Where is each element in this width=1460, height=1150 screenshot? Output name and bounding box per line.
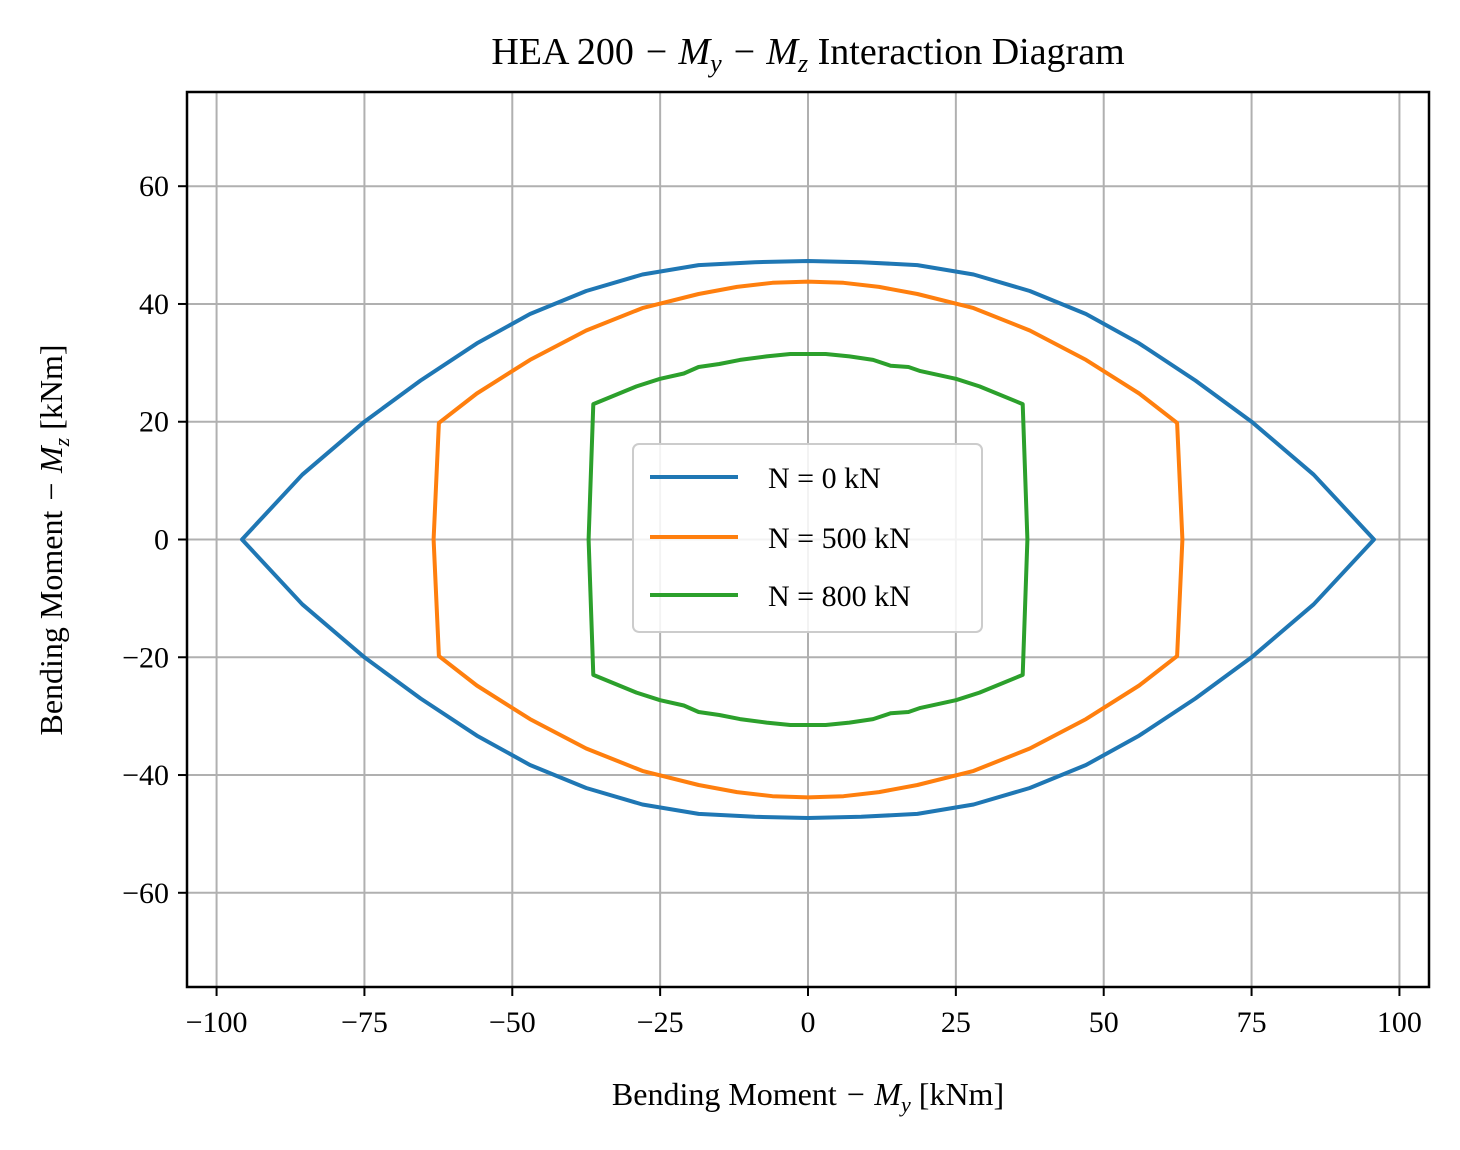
- title-prefix: HEA 200: [491, 31, 643, 73]
- y-axis-label: Bending Moment − Mz [kNm]: [33, 345, 74, 736]
- legend-box: [632, 443, 983, 633]
- title-math-mz: − M: [722, 31, 801, 73]
- x-tick-label: −50: [489, 1006, 536, 1039]
- legend-label-n800: N = 800 kN: [768, 580, 911, 613]
- x-tick-label: −75: [341, 1006, 388, 1039]
- x-tick-label: 75: [1237, 1006, 1267, 1039]
- title-sub-z: z: [797, 49, 808, 78]
- ticks: −100 −75 −50 −25 0 25 50 75 100 −60 −40 −20 0 20 40 60: [122, 170, 1422, 1039]
- x-tick-label: −25: [637, 1006, 684, 1039]
- xlabel-unit: [kNm]: [911, 1076, 1004, 1112]
- x-tick-label: −100: [186, 1006, 248, 1039]
- y-tick-label: 20: [139, 406, 169, 439]
- title-math-my: − M: [643, 31, 712, 73]
- legend-label-n500: N = 500 kN: [768, 522, 911, 555]
- x-axis-label: Bending Moment − My [kNm]: [612, 1076, 1004, 1117]
- ylabel-text: Bending Moment: [33, 503, 69, 736]
- y-tick-label: −40: [122, 759, 169, 792]
- series-line-n500: [431, 279, 1185, 800]
- xlabel-text: Bending Moment: [612, 1076, 845, 1112]
- y-tick-label: −60: [122, 877, 169, 910]
- series-lines: [240, 259, 1376, 820]
- xlabel-sub: y: [899, 1092, 911, 1117]
- legend-label-n0: N = 0 kN: [768, 462, 881, 495]
- series-line-n0: [240, 259, 1376, 820]
- x-tick-label: 0: [801, 1006, 816, 1039]
- ylabel-math: − M: [33, 444, 69, 503]
- y-tick-label: 40: [139, 288, 169, 321]
- title-suffix: Interaction Diagram: [808, 31, 1125, 73]
- ylabel-sub: z: [49, 437, 74, 447]
- x-tick-label: 25: [941, 1006, 971, 1039]
- y-tick-label: 60: [139, 170, 169, 203]
- legend: N = 0 kN N = 500 kN N = 800 kN: [632, 443, 983, 633]
- chart-title: HEA 200 − My − Mz Interaction Diagram: [491, 31, 1124, 78]
- ylabel-unit: [kNm]: [33, 345, 69, 438]
- y-tick-label: −20: [122, 641, 169, 674]
- xlabel-math: − M: [845, 1076, 904, 1112]
- series-line-n800: [586, 352, 1030, 727]
- y-tick-label: 0: [154, 524, 169, 557]
- x-tick-label: 100: [1377, 1006, 1422, 1039]
- title-sub-y: y: [707, 49, 722, 78]
- x-tick-label: 50: [1089, 1006, 1119, 1039]
